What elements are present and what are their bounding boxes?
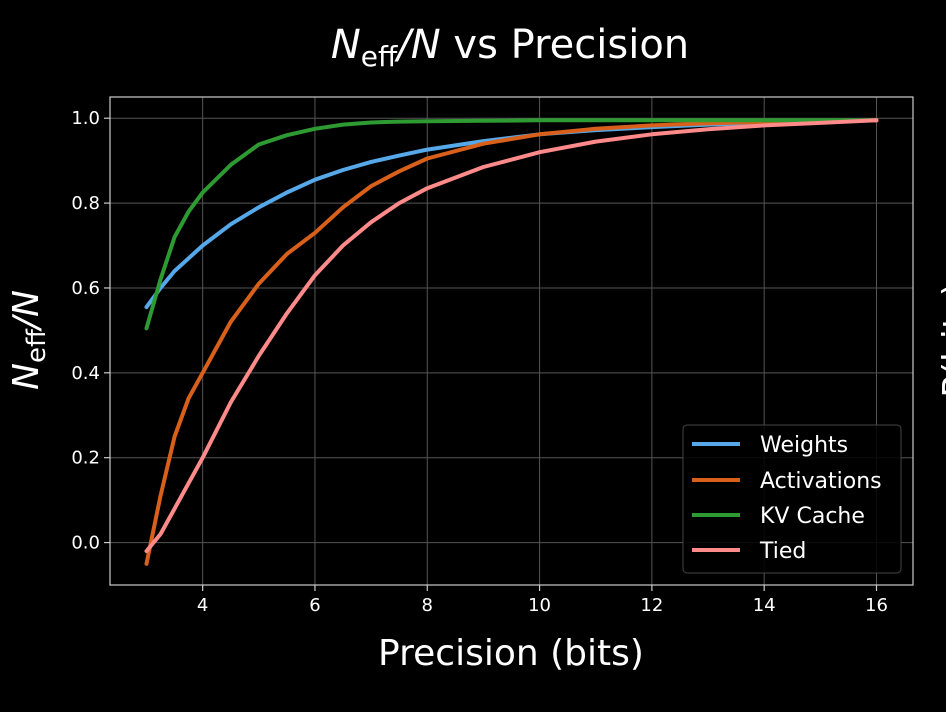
legend-label-kv-cache: KV Cache [760, 504, 865, 529]
x-tick-label: 8 [422, 595, 433, 616]
x-tick-label: 14 [753, 595, 776, 616]
y-tick-label: 0.2 [71, 448, 100, 469]
y-tick-label: 1.0 [71, 108, 100, 129]
x-tick-label: 16 [865, 595, 888, 616]
y-tick-label: 0.8 [71, 193, 100, 214]
grid-lines [110, 97, 913, 585]
x-tick-label: 6 [309, 595, 320, 616]
x-tick-label: 4 [197, 595, 208, 616]
y-axis-label: Neff/N [6, 290, 52, 390]
series-line-kv-cache [144, 118, 879, 331]
right-axis-label: P(bits) [936, 282, 946, 398]
legend-label-weights: Weights [760, 433, 848, 458]
axis-ticks: 4 6 8 10 12 14 16 0.0 0.2 0.4 0.6 0.8 1.0 [71, 108, 888, 616]
x-tick-label: 10 [528, 595, 551, 616]
legend: Weights Activations KV Cache Tied [682, 424, 902, 574]
y-tick-label: 0.6 [71, 278, 100, 299]
x-axis-label: Precision (bits) [378, 633, 644, 674]
x-tick-label: 12 [640, 595, 663, 616]
y-tick-label: 0.0 [71, 533, 100, 554]
series-line-tied [144, 118, 879, 554]
plot-frame [109, 96, 914, 586]
legend-box [682, 424, 902, 574]
series-line-activations [144, 118, 879, 566]
y-tick-label: 0.4 [71, 363, 100, 384]
legend-label-activations: Activations [760, 469, 882, 494]
chart-title: Neff/N vs Precision [331, 22, 689, 73]
series-lines [144, 118, 879, 566]
legend-label-tied: Tied [759, 539, 806, 564]
